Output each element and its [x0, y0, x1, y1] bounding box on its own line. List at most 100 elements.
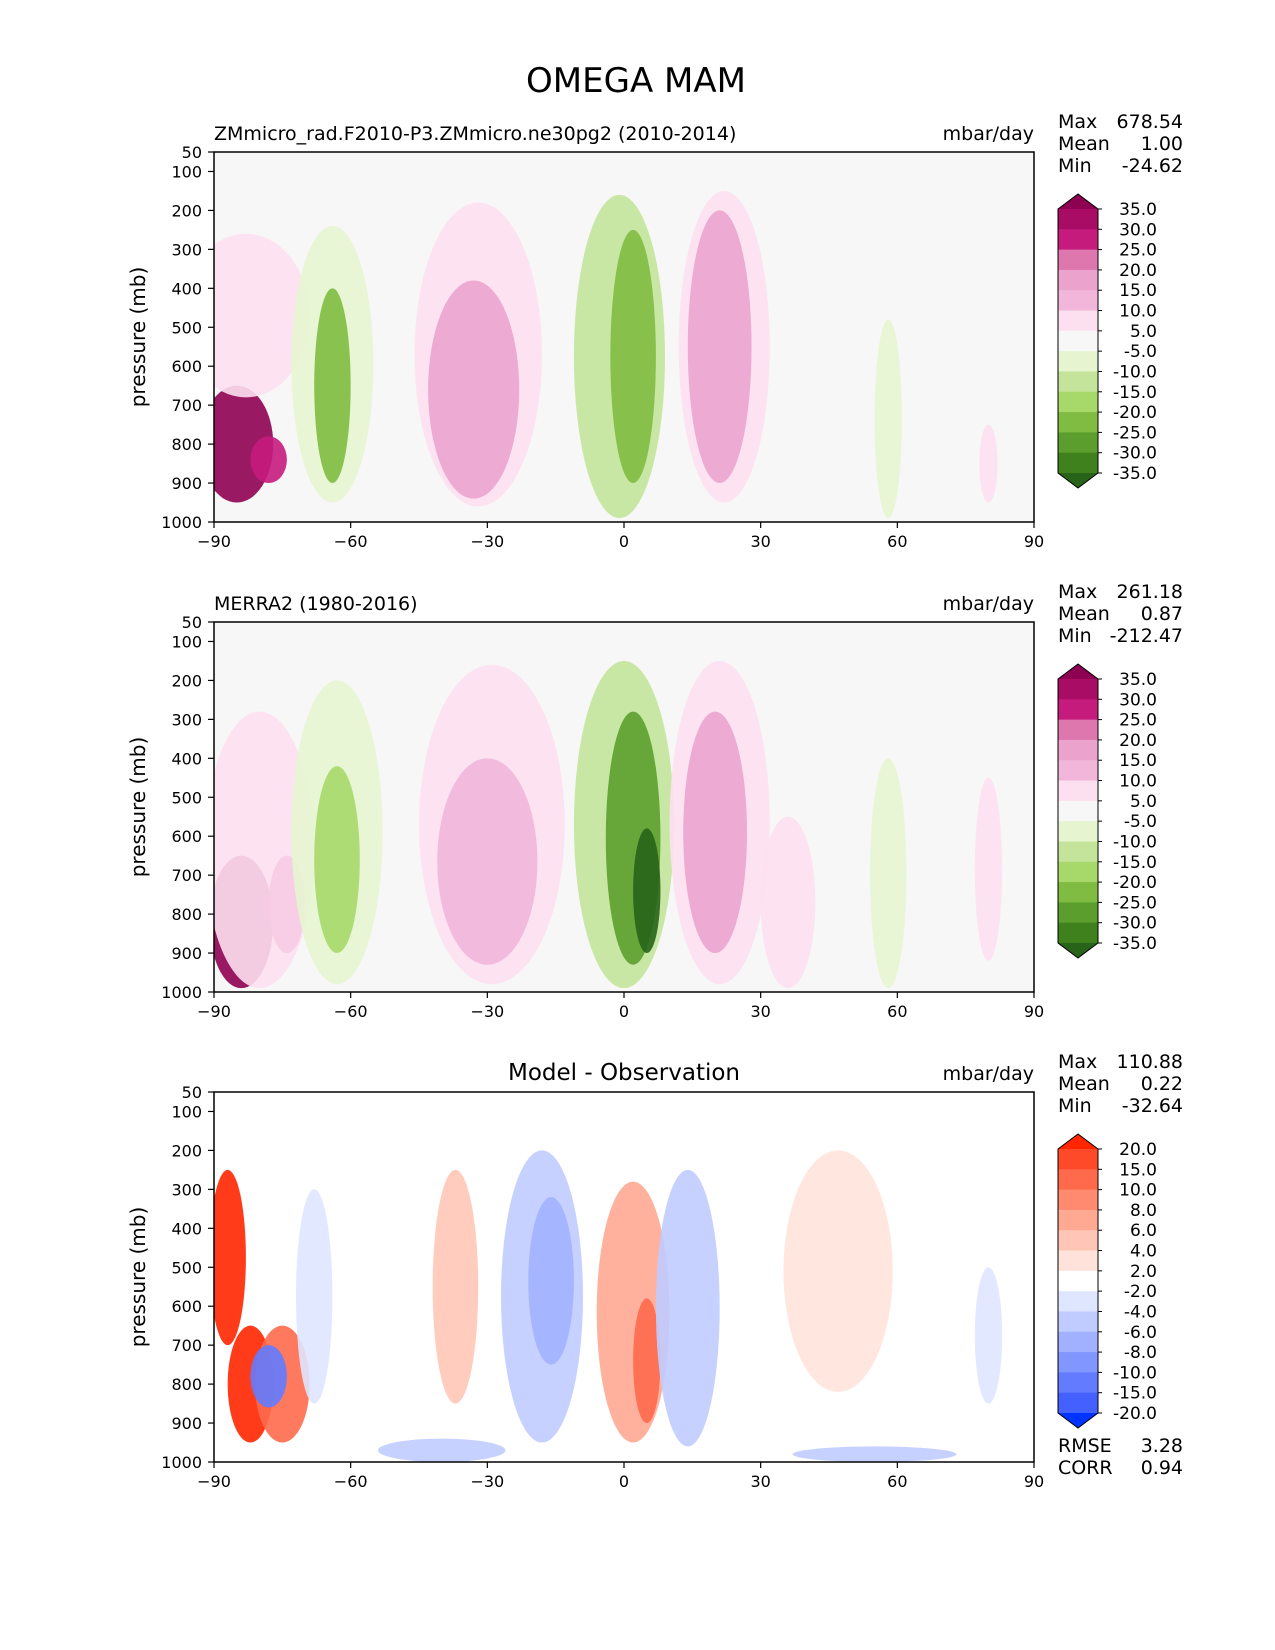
colorbar-segment — [1058, 882, 1098, 903]
y-tick-label: 1000 — [161, 1453, 202, 1472]
x-tick-label: −30 — [470, 1472, 504, 1491]
x-tick-label: 30 — [750, 532, 770, 551]
y-axis-label: pressure (mb) — [126, 1207, 150, 1348]
contour-blob — [979, 424, 998, 503]
figure-title: OMEGA MAM — [526, 61, 746, 101]
y-tick-label: 100 — [171, 632, 202, 651]
contour-blob — [783, 1150, 893, 1392]
colorbar-label: -20.0 — [1113, 1404, 1157, 1424]
y-tick-label: 500 — [171, 1258, 202, 1277]
y-tick-label: 600 — [171, 357, 202, 376]
contour-blob — [655, 1169, 720, 1447]
contour-blob — [428, 280, 520, 499]
colorbar-label: -30.0 — [1113, 444, 1157, 464]
x-tick-label: 60 — [887, 532, 907, 551]
colorbar-segment — [1058, 1311, 1098, 1333]
footer-stat-label: RMSE — [1058, 1435, 1112, 1457]
stat-value: 0.22 — [1141, 1073, 1183, 1095]
stat-value: -32.64 — [1122, 1095, 1183, 1117]
colorbar-segment — [1058, 780, 1098, 802]
colorbar-label: 4.0 — [1130, 1242, 1157, 1262]
contour-blob — [314, 288, 351, 484]
y-tick-label: 500 — [171, 788, 202, 807]
panel-title: ZMmicro_rad.F2010-P3.ZMmicro.ne30pg2 (20… — [214, 123, 736, 145]
stat-value: 1.00 — [1141, 133, 1183, 155]
colorbar-label: 35.0 — [1119, 200, 1157, 220]
colorbar-segment — [1058, 922, 1098, 944]
stat-value: 0.87 — [1141, 603, 1183, 625]
contour-blob — [214, 1169, 246, 1346]
y-tick-label: 800 — [171, 905, 202, 924]
stat-label: Min — [1058, 625, 1092, 647]
x-tick-label: −60 — [334, 1002, 368, 1021]
colorbar-label: 8.0 — [1130, 1201, 1157, 1221]
colorbar-label: -10.0 — [1113, 362, 1157, 382]
colorbar-segment — [1058, 290, 1098, 312]
y-tick-label: 400 — [171, 1219, 202, 1238]
colorbar-segment — [1058, 1291, 1098, 1312]
colorbar-label: -4.0 — [1124, 1302, 1157, 1322]
x-tick-label: 90 — [1024, 532, 1044, 551]
colorbar-label: 30.0 — [1119, 690, 1157, 710]
colorbar-label: -5.0 — [1124, 342, 1157, 362]
y-tick-label: 100 — [171, 162, 202, 181]
colorbar-label: 20.0 — [1119, 1140, 1157, 1160]
contour-blob — [687, 210, 752, 484]
contour-field — [214, 1150, 1003, 1462]
colorbar-label: 10.0 — [1119, 772, 1157, 792]
contour-field — [214, 190, 998, 519]
colorbar-top-extend — [1058, 194, 1098, 209]
colorbar-segment — [1058, 1189, 1098, 1211]
y-tick-label: 300 — [171, 1180, 202, 1199]
colorbar-segment — [1058, 412, 1098, 433]
contour-blob — [528, 1197, 574, 1365]
stat-label: Mean — [1058, 133, 1110, 155]
x-tick-label: 30 — [750, 1002, 770, 1021]
colorbar-segment — [1058, 800, 1098, 822]
colorbar-label: -35.0 — [1113, 464, 1157, 484]
contour-blob — [610, 229, 656, 484]
x-tick-label: 90 — [1024, 1002, 1044, 1021]
stat-label: Min — [1058, 155, 1092, 177]
colorbar-segment — [1058, 861, 1098, 883]
y-tick-label: 900 — [171, 944, 202, 963]
y-tick-label: 1000 — [161, 513, 202, 532]
contour-blob — [250, 1345, 287, 1408]
contour-field — [214, 660, 1003, 989]
colorbar-segment — [1058, 229, 1098, 251]
y-axis-label: pressure (mb) — [126, 737, 150, 878]
stat-label: Min — [1058, 1095, 1092, 1117]
colorbar-label: -25.0 — [1113, 423, 1157, 443]
colorbar-label: -20.0 — [1113, 403, 1157, 423]
stat-label: Max — [1058, 581, 1097, 603]
colorbar: 35.030.025.020.015.010.05.0-5.0-10.0-15.… — [1057, 663, 1157, 959]
y-tick-label: 50 — [182, 613, 202, 632]
colorbar-label: -20.0 — [1113, 873, 1157, 893]
contour-blob — [974, 1267, 1003, 1404]
x-tick-label: −90 — [197, 1002, 231, 1021]
y-tick-label: 600 — [171, 1297, 202, 1316]
stat-label: Max — [1058, 1051, 1097, 1073]
colorbar-label: 10.0 — [1119, 302, 1157, 322]
colorbar-segment — [1058, 249, 1098, 271]
y-tick-label: 800 — [171, 435, 202, 454]
y-tick-label: 300 — [171, 240, 202, 259]
colorbar-segment — [1058, 1270, 1098, 1292]
colorbar-segment — [1058, 209, 1098, 230]
y-tick-label: 1000 — [161, 983, 202, 1002]
y-tick-label: 800 — [171, 1375, 202, 1394]
y-tick-label: 400 — [171, 749, 202, 768]
y-tick-label: 700 — [171, 1336, 202, 1355]
colorbar-segment — [1058, 902, 1098, 924]
stat-value: 678.54 — [1117, 111, 1183, 133]
colorbar-segment — [1058, 330, 1098, 352]
colorbar-label: 20.0 — [1119, 731, 1157, 751]
colorbar-label: 5.0 — [1130, 322, 1157, 342]
contour-blob — [874, 319, 902, 519]
panel-title: Model - Observation — [508, 1060, 740, 1086]
colorbar-label: 15.0 — [1119, 281, 1157, 301]
contour-blob — [633, 1298, 661, 1424]
